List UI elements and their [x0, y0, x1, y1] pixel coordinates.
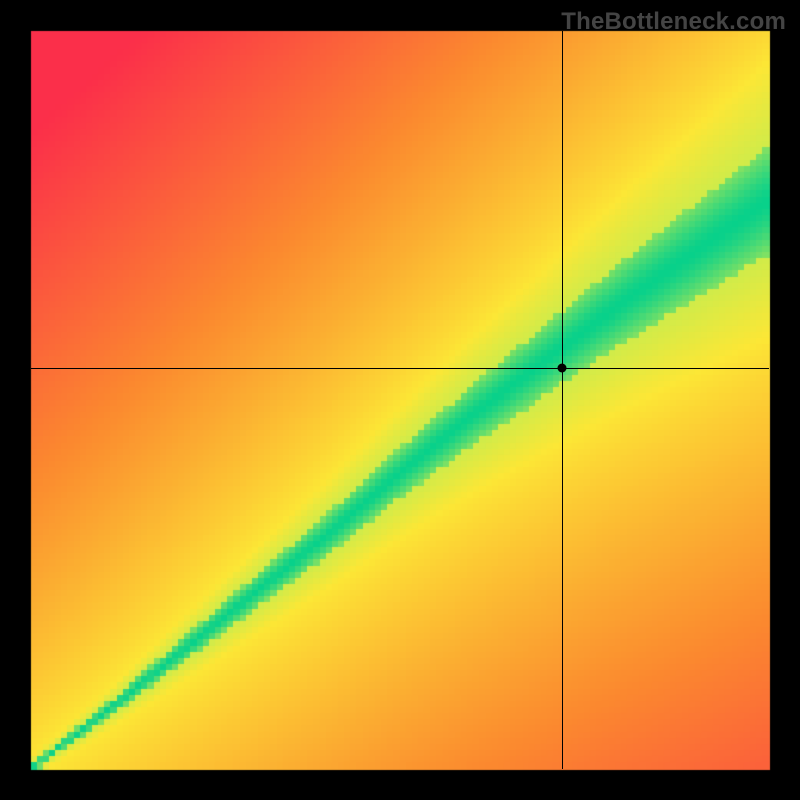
crosshair-vertical — [562, 31, 563, 769]
crosshair-marker — [558, 364, 567, 373]
chart-container: TheBottleneck.com — [0, 0, 800, 800]
bottleneck-heatmap — [0, 0, 800, 800]
watermark-text: TheBottleneck.com — [561, 8, 786, 36]
crosshair-horizontal — [31, 368, 769, 369]
